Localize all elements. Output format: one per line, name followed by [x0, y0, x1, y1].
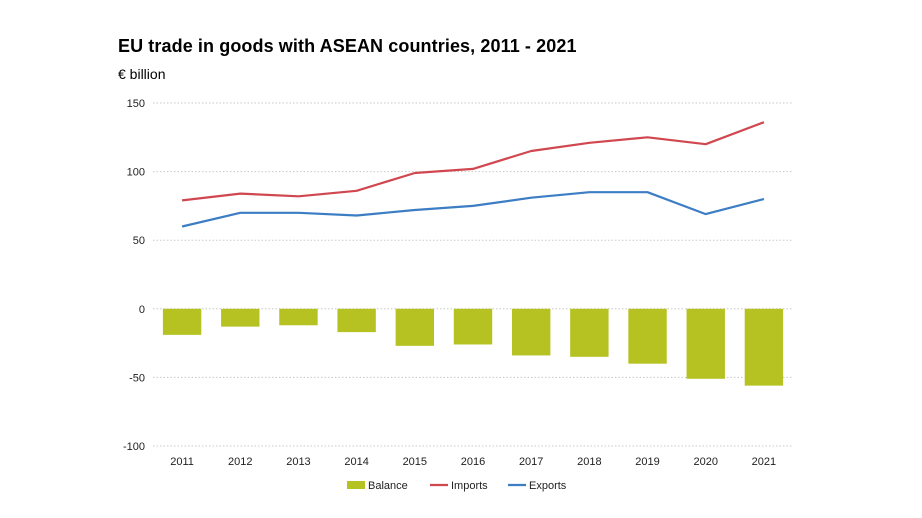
balance-bar — [162, 308, 202, 335]
x-tick-label: 2020 — [693, 456, 717, 468]
balance-bar — [628, 308, 667, 364]
x-tick-label: 2016 — [461, 456, 485, 468]
balance-bar — [337, 308, 376, 333]
y-tick-label: -100 — [123, 441, 145, 453]
trade-lines — [181, 121, 765, 228]
legend: Balance Imports Exports — [347, 480, 567, 492]
gridlines — [153, 102, 793, 447]
y-tick-label: 100 — [127, 167, 145, 179]
y-tick-label: -50 — [129, 372, 145, 384]
balance-bar — [570, 308, 609, 357]
balance-bar — [395, 308, 435, 346]
x-tick-label: 2013 — [286, 456, 310, 468]
x-tick-label: 2015 — [403, 456, 427, 468]
legend-label: Imports — [451, 480, 488, 492]
balance-bar — [221, 308, 260, 327]
x-tick-label: 2011 — [170, 456, 194, 468]
exports-line — [181, 191, 765, 228]
x-tick-label: 2017 — [519, 456, 543, 468]
balance-bar — [686, 308, 725, 379]
x-tick-label: 2019 — [635, 456, 659, 468]
x-tick-label: 2018 — [577, 456, 601, 468]
x-axis-ticks: 2011 2012 2013 2014 2015 2016 2017 2018 2019 2020… — [170, 456, 776, 468]
x-tick-label: 2021 — [752, 456, 776, 468]
balance-bar — [453, 308, 493, 345]
y-tick-label: 0 — [139, 304, 145, 316]
x-tick-label: 2012 — [228, 456, 252, 468]
legend-label: Exports — [529, 480, 567, 492]
balance-bar — [511, 308, 551, 356]
x-tick-label: 2014 — [344, 456, 368, 468]
legend-swatch-balance — [347, 481, 365, 489]
y-tick-label: 50 — [133, 235, 145, 247]
y-axis-ticks: 150 100 50 0 -50 -100 — [123, 98, 145, 453]
y-tick-label: 150 — [127, 98, 145, 110]
imports-line — [181, 121, 765, 202]
chart-title: EU trade in goods with ASEAN countries, … — [118, 36, 577, 56]
balance-bars — [162, 308, 784, 386]
balance-bar — [744, 308, 784, 386]
chart-subtitle: € billion — [118, 66, 166, 82]
balance-bar — [279, 308, 318, 326]
legend-label: Balance — [368, 480, 408, 492]
